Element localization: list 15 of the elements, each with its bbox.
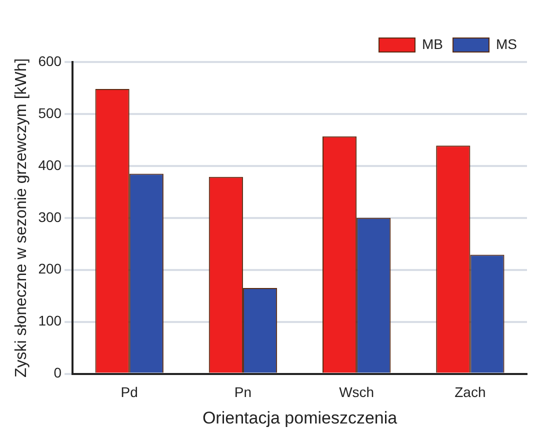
y-tick-label: 0: [54, 364, 62, 381]
y-tick-label: 600: [38, 52, 62, 69]
x-tick-label: Zach: [454, 384, 486, 400]
y-tick-label: 400: [38, 156, 62, 173]
y-axis-title: Zyski słoneczne w sezonie grzewczym [kWh]: [13, 58, 30, 378]
x-tick-label: Wsch: [339, 384, 374, 400]
legend-label: MB: [422, 36, 443, 52]
y-tick-label: 300: [38, 208, 62, 225]
legend-label: MS: [496, 36, 517, 52]
x-tick-label: Pn: [234, 384, 252, 400]
x-tick-label: Pd: [120, 384, 138, 400]
y-tick-label: 500: [38, 104, 62, 121]
x-axis-title: Orientacja pomieszczenia: [202, 408, 398, 428]
y-tick-label: 200: [38, 260, 62, 277]
y-tick-label: 100: [38, 312, 62, 329]
